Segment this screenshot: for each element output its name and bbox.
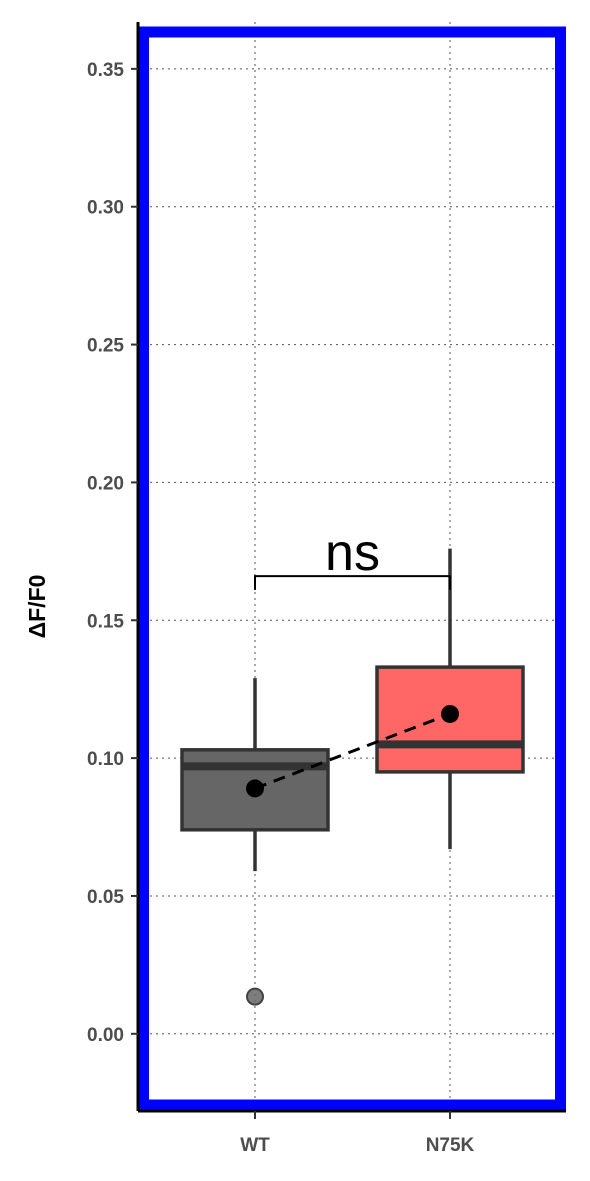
x-tick-label: WT bbox=[240, 1135, 270, 1156]
mean-markers bbox=[246, 704, 459, 798]
y-tick-label: 0.05 bbox=[87, 887, 124, 908]
x-axis-ticks: WT N75K bbox=[240, 1111, 475, 1156]
y-tick-label: 0.10 bbox=[87, 749, 124, 770]
y-tick-label: 0.25 bbox=[87, 336, 124, 357]
mean-point bbox=[441, 704, 459, 723]
boxes bbox=[180, 548, 525, 1006]
x-tick-label: N75K bbox=[426, 1135, 475, 1156]
y-tick-label: 0.00 bbox=[87, 1025, 124, 1046]
panel-border bbox=[138, 26, 566, 1111]
y-tick-label: 0.35 bbox=[87, 60, 124, 81]
mean-point bbox=[246, 779, 264, 798]
outlier-point bbox=[246, 987, 264, 1006]
y-axis-ticks: 0.00 0.05 0.10 0.15 0.20 0.25 0.30 0.35 bbox=[87, 60, 138, 1046]
y-axis-title: ΔF/F0 bbox=[24, 575, 50, 639]
grid-lines bbox=[138, 22, 566, 1111]
significance-label: ns bbox=[325, 524, 380, 582]
axes bbox=[136, 22, 566, 1113]
y-tick-label: 0.30 bbox=[87, 198, 124, 219]
significance-bracket: ns bbox=[254, 524, 451, 590]
y-tick-label: 0.20 bbox=[87, 473, 124, 494]
significance-bracket-line bbox=[254, 575, 451, 590]
y-tick-label: 0.15 bbox=[87, 611, 124, 632]
mean-connector-line bbox=[254, 712, 451, 790]
